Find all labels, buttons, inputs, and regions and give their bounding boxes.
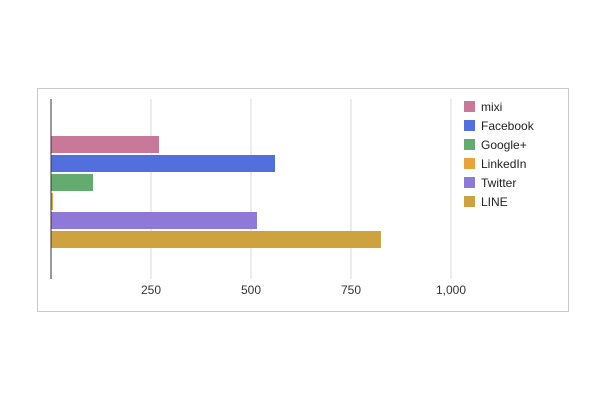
legend: mixi Facebook Google+ LinkedIn Twitter LINE [464, 100, 535, 209]
bar-twitter [51, 212, 257, 229]
x-tick-label: 500 [241, 283, 261, 297]
legend-swatch [464, 177, 475, 188]
legend-item-facebook[interactable]: Facebook [464, 119, 535, 133]
legend-item-twitter[interactable]: Twitter [464, 176, 516, 190]
legend-swatch [464, 158, 475, 169]
bar-mixi [51, 136, 159, 153]
x-axis-ticks: 250 500 750 1,000 [141, 283, 466, 297]
legend-item-google-[interactable]: Google+ [464, 138, 527, 152]
legend-label: Twitter [481, 176, 516, 190]
bar-chart: 250 500 750 1,000 mixi Facebook Google+ Linked… [50, 99, 535, 297]
legend-swatch [464, 196, 475, 207]
bar-linkedin [51, 193, 53, 210]
legend-label: Facebook [481, 119, 535, 133]
legend-item-linkedin[interactable]: LinkedIn [464, 157, 526, 171]
x-tick-label: 250 [141, 283, 161, 297]
legend-swatch [464, 101, 475, 112]
legend-item-line[interactable]: LINE [464, 195, 508, 209]
legend-item-mixi[interactable]: mixi [464, 100, 502, 114]
bar-line [51, 231, 381, 248]
bar-google- [51, 174, 93, 191]
legend-swatch [464, 120, 475, 131]
legend-swatch [464, 139, 475, 150]
x-tick-label: 750 [341, 283, 361, 297]
legend-label: mixi [481, 100, 502, 114]
chart-frame: 250 500 750 1,000 mixi Facebook Google+ Linked… [37, 88, 569, 312]
gridlines [150, 99, 452, 279]
bars [51, 136, 381, 248]
legend-label: LinkedIn [481, 157, 526, 171]
legend-label: LINE [481, 195, 508, 209]
bar-facebook [51, 155, 275, 172]
x-tick-label: 1,000 [436, 283, 466, 297]
legend-label: Google+ [481, 138, 527, 152]
